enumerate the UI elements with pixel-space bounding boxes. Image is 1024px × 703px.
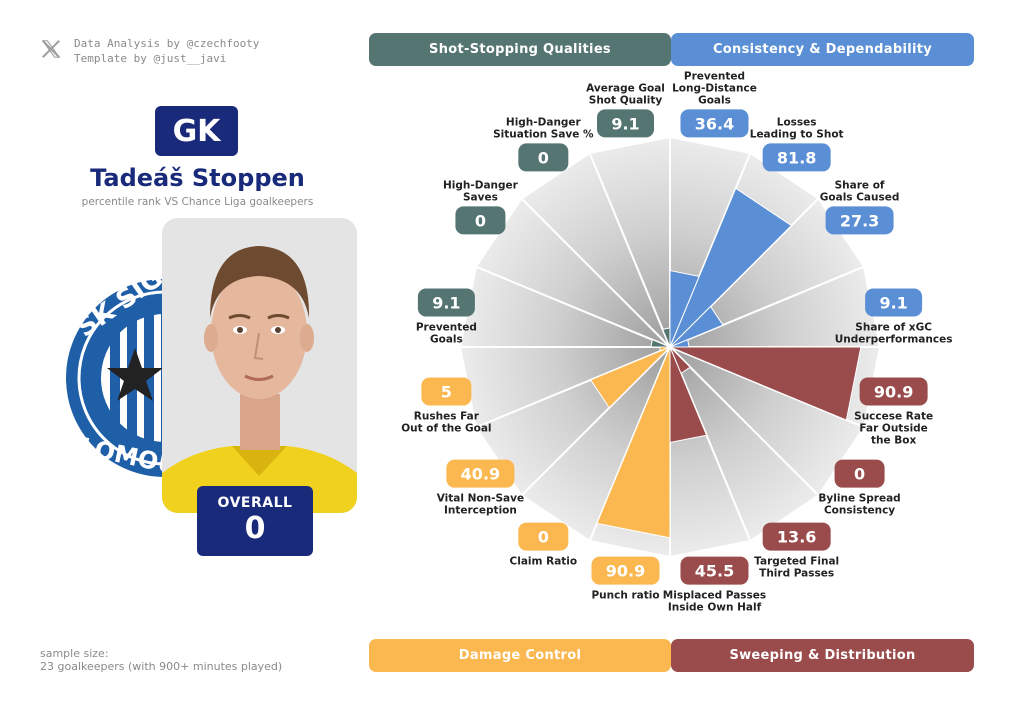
metric-label: Punch ratio xyxy=(591,590,659,602)
category-shot-stopping: Shot-Stopping Qualities xyxy=(369,33,671,66)
metric-label: Prevented Long-Distance Goals xyxy=(672,70,757,106)
subtitle: percentile rank VS Chance Liga goalkeepe… xyxy=(81,196,314,208)
metric-label: Prevented Goals xyxy=(416,322,477,346)
x-logo-icon xyxy=(41,40,61,58)
value-label: 90.9 xyxy=(606,562,645,581)
value-bar xyxy=(589,346,671,409)
value-badge xyxy=(680,556,749,585)
sample-size-label: sample size: xyxy=(40,647,109,660)
value-badge xyxy=(518,522,569,551)
value-badge xyxy=(680,109,749,138)
chart-labels: 36.4 Prevented Long-Distance Goals 81.8 Losse… xyxy=(401,70,952,613)
value-badge xyxy=(421,377,472,406)
value-badge xyxy=(455,206,506,235)
value-badge xyxy=(825,206,894,235)
metric-label: Share of Goals Caused xyxy=(820,179,900,203)
value-badge xyxy=(446,459,515,488)
value-label: 90.9 xyxy=(874,382,913,401)
metric-label: Losses Leading to Shot xyxy=(750,116,844,140)
value-label: 9.1 xyxy=(432,294,460,313)
value-badge xyxy=(518,143,569,172)
value-badge xyxy=(591,556,660,585)
metric-label: Vital Non-Save Interception xyxy=(437,493,524,517)
position-badge: GK xyxy=(155,106,238,156)
metric-label: Claim Ratio xyxy=(510,556,578,568)
value-bar xyxy=(596,346,671,539)
value-label: 40.9 xyxy=(461,465,500,484)
value-label: 36.4 xyxy=(695,114,734,133)
metric-label: Misplaced Passes Inside Own Half xyxy=(663,590,766,614)
metric-label: Targeted Final Third Passes xyxy=(754,556,839,580)
value-badge xyxy=(859,377,928,406)
value-badge xyxy=(834,459,885,488)
value-label: 81.8 xyxy=(777,148,816,167)
metric-label: Average Goal Shot Quality xyxy=(586,82,665,106)
overall-value: 0 xyxy=(244,511,266,546)
value-badge xyxy=(417,288,475,317)
value-badge xyxy=(762,522,831,551)
value-label: 13.6 xyxy=(777,528,816,547)
club-logo-graphic: SK SIGMA OLOMOUC xyxy=(58,278,170,478)
value-label: 0 xyxy=(475,211,486,230)
value-label: 9.1 xyxy=(611,114,639,133)
value-label: 0 xyxy=(538,148,549,167)
sample-size: sample size: 23 goalkeepers (with 900+ m… xyxy=(40,647,282,673)
value-label: 9.1 xyxy=(879,294,907,313)
value-bar xyxy=(669,346,862,421)
chart-bars xyxy=(589,187,862,539)
credit-analysis: Data Analysis by @czechfooty xyxy=(74,37,260,50)
metric-label: Share of xGC Underperformances xyxy=(835,322,953,346)
value-badge xyxy=(762,143,831,172)
category-consistency: Consistency & Dependability xyxy=(671,33,974,66)
value-badge xyxy=(865,288,923,317)
metric-label: Succese Rate Far Outside the Box xyxy=(854,410,933,446)
value-label: 0 xyxy=(538,528,549,547)
value-badge xyxy=(597,109,655,138)
category-damage-control: Damage Control xyxy=(369,639,671,672)
value-bar xyxy=(669,187,793,348)
value-bar xyxy=(650,338,671,348)
credit-template: Template by @just__javi xyxy=(74,52,227,65)
value-label: 27.3 xyxy=(840,211,879,230)
overall-label: OVERALL xyxy=(217,495,293,511)
value-label: 45.5 xyxy=(695,562,734,581)
metric-label: High-Danger Saves xyxy=(443,179,519,203)
credits: Data Analysis by @czechfooty Template by… xyxy=(40,36,259,66)
value-bar xyxy=(669,305,724,348)
metric-label: Byline Spread Consistency xyxy=(818,493,900,517)
metric-label: High-Danger Situation Save % xyxy=(493,116,594,140)
overall-box: OVERALL 0 xyxy=(197,486,313,556)
value-label: 0 xyxy=(854,465,865,484)
metric-label: Rushes Far Out of the Goal xyxy=(401,410,491,434)
sample-size-value: 23 goalkeepers (with 900+ minutes played… xyxy=(40,660,283,673)
background-wedge xyxy=(588,135,671,348)
value-label: 5 xyxy=(441,382,452,401)
player-name: Tadeáš Stoppen xyxy=(90,164,305,192)
player-photo xyxy=(162,218,357,513)
club-logo: SK SIGMA OLOMOUC xyxy=(30,278,170,478)
value-bar xyxy=(661,327,671,348)
category-sweeping: Sweeping & Distribution xyxy=(671,639,974,672)
